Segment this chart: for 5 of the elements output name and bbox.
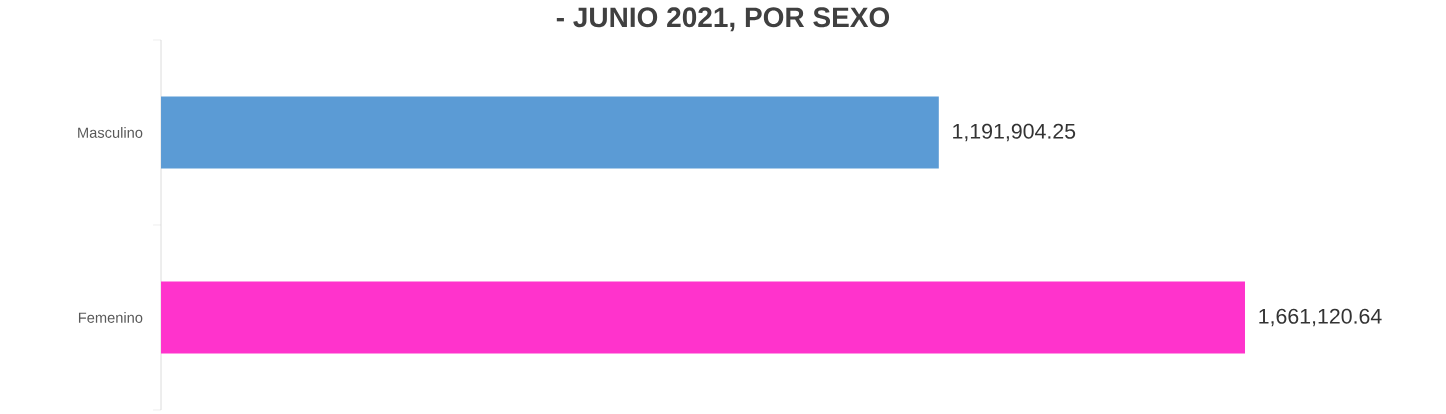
data-label: 1,661,120.64	[1259, 308, 1382, 327]
chart-title: - JUNIO 2021, POR SEXO	[556, 7, 890, 32]
y-tick-label: Femenino	[78, 312, 143, 323]
y-tick-label: Masculino	[78, 127, 143, 138]
data-label: 1,191,904.25	[953, 123, 1076, 142]
